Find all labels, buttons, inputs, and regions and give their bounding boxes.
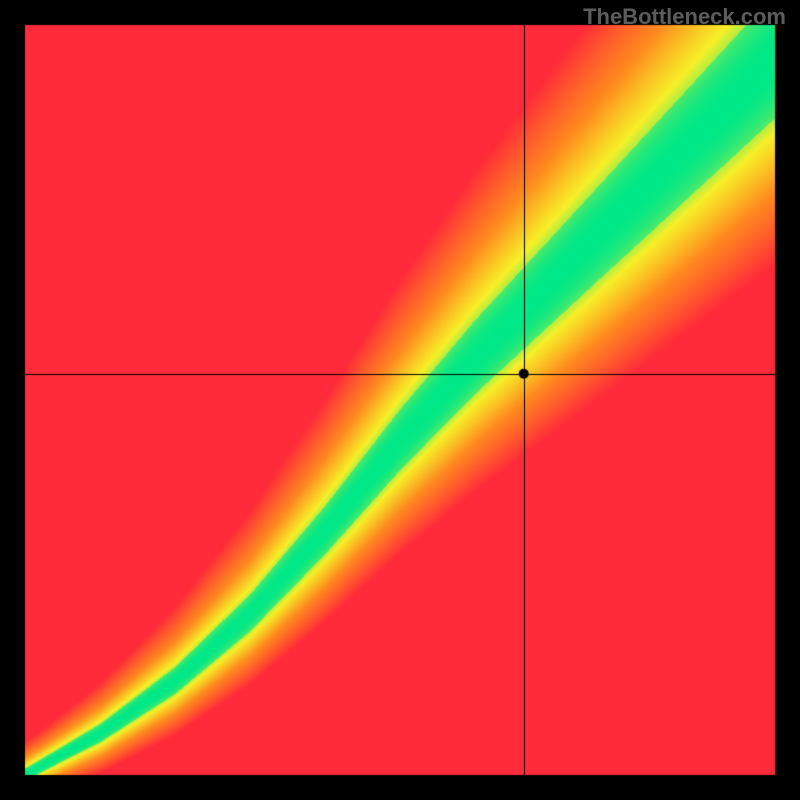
watermark-text: TheBottleneck.com: [583, 4, 786, 30]
bottleneck-heatmap: [0, 0, 800, 800]
chart-container: TheBottleneck.com: [0, 0, 800, 800]
